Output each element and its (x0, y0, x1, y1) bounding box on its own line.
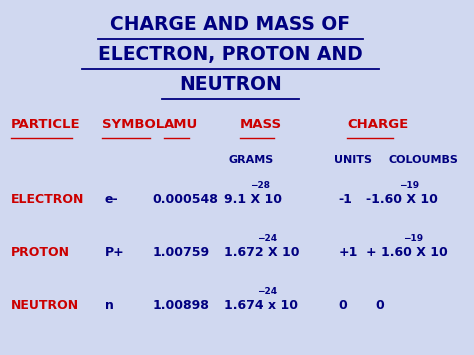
Text: 0.000548: 0.000548 (153, 193, 219, 206)
Text: 1.674 x 10: 1.674 x 10 (224, 299, 298, 312)
Text: n: n (104, 299, 113, 312)
Text: −24: −24 (257, 287, 277, 296)
Text: -1.60 X 10: -1.60 X 10 (366, 193, 438, 206)
Text: ELECTRON, PROTON AND: ELECTRON, PROTON AND (98, 45, 363, 64)
Text: −24: −24 (257, 234, 277, 243)
Text: 1.672 X 10: 1.672 X 10 (224, 246, 299, 259)
Text: CHARGE AND MASS OF: CHARGE AND MASS OF (110, 16, 351, 34)
Text: MASS: MASS (240, 118, 282, 131)
Text: −19: −19 (399, 181, 419, 190)
Text: 0: 0 (338, 299, 347, 312)
Text: 9.1 X 10: 9.1 X 10 (224, 193, 282, 206)
Text: −28: −28 (250, 181, 271, 190)
Text: 1.00759: 1.00759 (153, 246, 210, 259)
Text: COLOUMBS: COLOUMBS (389, 155, 458, 165)
Text: e-: e- (104, 193, 118, 206)
Text: CHARGE: CHARGE (347, 118, 409, 131)
Text: 1.00898: 1.00898 (153, 299, 210, 312)
Text: + 1.60 X 10: + 1.60 X 10 (366, 246, 447, 259)
Text: PARTICLE: PARTICLE (10, 118, 80, 131)
Text: P+: P+ (104, 246, 124, 259)
Text: NEUTRON: NEUTRON (179, 75, 282, 94)
Text: 0: 0 (375, 299, 383, 312)
Text: AMU: AMU (164, 118, 198, 131)
Text: SYMBOL: SYMBOL (102, 118, 164, 131)
Text: GRAMS: GRAMS (228, 155, 273, 165)
Text: ELECTRON: ELECTRON (10, 193, 84, 206)
Text: UNITS: UNITS (334, 155, 372, 165)
Text: −19: −19 (402, 234, 423, 243)
Text: -1: -1 (338, 193, 352, 206)
Text: NEUTRON: NEUTRON (10, 299, 79, 312)
Text: +1: +1 (338, 246, 357, 259)
Text: PROTON: PROTON (10, 246, 70, 259)
